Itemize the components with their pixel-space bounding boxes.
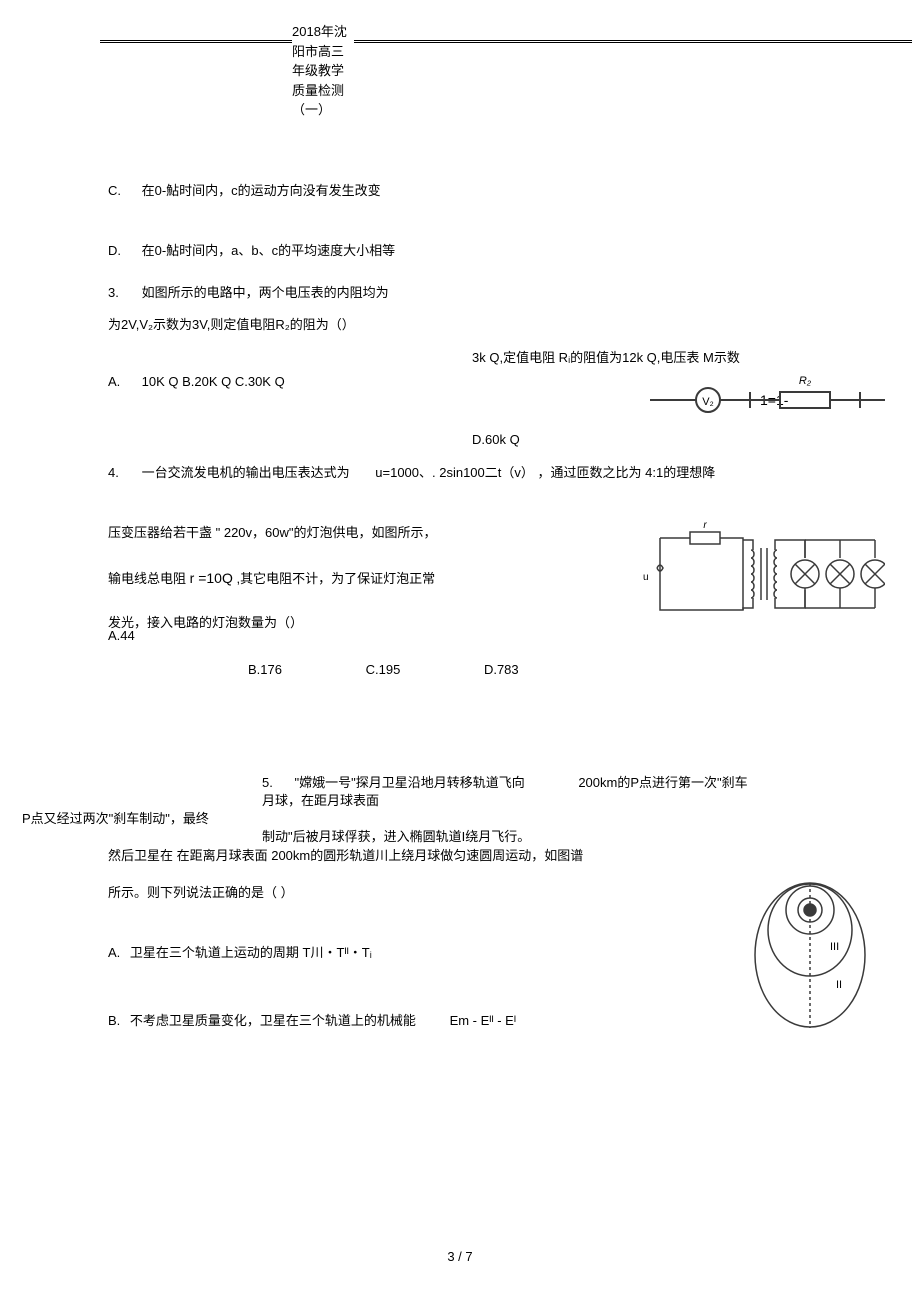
q4-line4: 发光，接入电路的灯泡数量为（） (108, 612, 303, 631)
page-footer: 3 / 7 (0, 1249, 920, 1264)
orbit-diagram: III II (750, 870, 870, 1030)
q4-line3: 输电线总电阻 r =10Q ,其它电阻不计，为了保证灯泡正常 (108, 568, 435, 587)
q3-line1: 3. 如图所示的电路中，两个电压表的内阻均为 (108, 282, 389, 301)
q3-label: 3. (108, 285, 138, 300)
option-c: C. 在0-鮎时间内，c的运动方向没有发生改变 (108, 180, 381, 199)
v2-label: V₂ (702, 396, 714, 408)
q3-text-a: 如图所示的电路中，两个电压表的内阻均为 (142, 285, 389, 300)
q4-line3-b: r =10Q (190, 570, 233, 586)
q3-opt-a: A. 10K Q B.20K Q C.30K Q (108, 374, 285, 389)
q5-text-c: 月球，在距月球表面 (262, 790, 379, 809)
q4-opt-c: C.195 (366, 662, 401, 677)
q5-opt-b: B. 不考虑卫星质量变化，卫星在三个轨道上的机械能 Em - Eᴵᴵ - Eᴵ (108, 1010, 516, 1029)
option-d-label: D. (108, 243, 138, 258)
q4-opt-b: B.176 (248, 662, 282, 677)
r2-label: R₂ (799, 375, 812, 387)
q4-opt-d: D.783 (484, 662, 519, 677)
circuit-diagram-1: V₂ R₂ (650, 370, 890, 430)
q5-text-a: "嫦娥一号"探月卫星沿地月转移轨道飞向 (294, 775, 524, 790)
header-rule (100, 40, 912, 43)
q4-line3-c: ,其它电阻不计，为了保证灯泡正常 (236, 571, 435, 586)
q3-line2: 为2V,V₂示数为3V,则定值电阻R₂的阻为（） (108, 314, 355, 333)
orbit-label-iii: III (830, 941, 839, 953)
option-c-label: C. (108, 183, 138, 198)
option-d: D. 在0-鮎时间内，a、b、c的平均速度大小相等 (108, 240, 395, 259)
q4-options-bcd: B.176 C.195 D.783 (108, 662, 708, 677)
u-label: u (643, 572, 649, 583)
q5-opt-b-text: 不考虑卫星质量变化，卫星在三个轨道上的机械能 (130, 1013, 416, 1028)
circuit-diagram-2: r u (635, 520, 885, 630)
q5-text-b: 200km的P点进行第一次"刹车 (578, 775, 747, 790)
q5-text-f: 然后卫星在 在距离月球表面 200km的圆形轨道川上绕月球做匀速圆周运动，如图谱 (108, 845, 583, 864)
q5-opt-a: A. 卫星在三个轨道上运动的周期 T川・Tᴵᴵ・Tᵢ (108, 942, 372, 961)
q4-line1: 4. 一台交流发电机的输出电压表达式为 u=1000、. 2sin100二t（v… (108, 462, 900, 481)
r-label: r (703, 520, 707, 531)
q5-label: 5. (262, 775, 273, 790)
orbit-label-ii: II (836, 979, 842, 991)
option-c-text: 在0-鮎时间内，c的运动方向没有发生改变 (142, 183, 381, 198)
q5-text-g: 所示。则下列说法正确的是（ ） (108, 882, 294, 901)
q5-opt-a-text: 卫星在三个轨道上运动的周期 T川・Tᴵᴵ・Tᵢ (130, 945, 372, 960)
q4-text-b: ，通过匝数之比为 4:1的理想降 (538, 465, 716, 480)
q3-opt-d: D.60k Q (472, 432, 520, 447)
option-d-text: 在0-鮎时间内，a、b、c的平均速度大小相等 (142, 243, 396, 258)
q4-label: 4. (108, 465, 138, 480)
q3-right-text: 3k Q,定值电阻 Rᵢ的阻值为12k Q,电压表 M示数 (472, 347, 740, 366)
q5-opt-a-label: A. (108, 945, 120, 960)
q4-formula: u=1000、. 2sin100二t（v） (375, 465, 534, 480)
q5-text-d: P点又经过两次"刹车制动"，最终 (22, 808, 209, 827)
q4-text-a: 一台交流发电机的输出电压表达式为 (142, 465, 350, 480)
q4-line3-a: 输电线总电阻 (108, 571, 186, 586)
q5-opt-b-formula: Em - Eᴵᴵ - Eᴵ (450, 1013, 516, 1028)
q3-opt-a-text: 10K Q B.20K Q C.30K Q (142, 374, 285, 389)
page-header-title: 2018年沈阳市高三年级教学质量检测（一） (292, 22, 354, 120)
q3-opt-a-label: A. (108, 374, 138, 389)
q4-line2: 压变压器给若干盏 " 220v，60w"的灯泡供电，如图所示， (108, 522, 437, 541)
q5-text-e: 制动"后被月球俘获，进入椭圆轨道I绕月飞行。 (262, 826, 530, 845)
q5-line1: 5. "嫦娥一号"探月卫星沿地月转移轨道飞向 200km的P点进行第一次"刹车 (262, 772, 748, 791)
q5-opt-b-label: B. (108, 1013, 120, 1028)
q4-opt-a: A.44 (108, 628, 135, 643)
